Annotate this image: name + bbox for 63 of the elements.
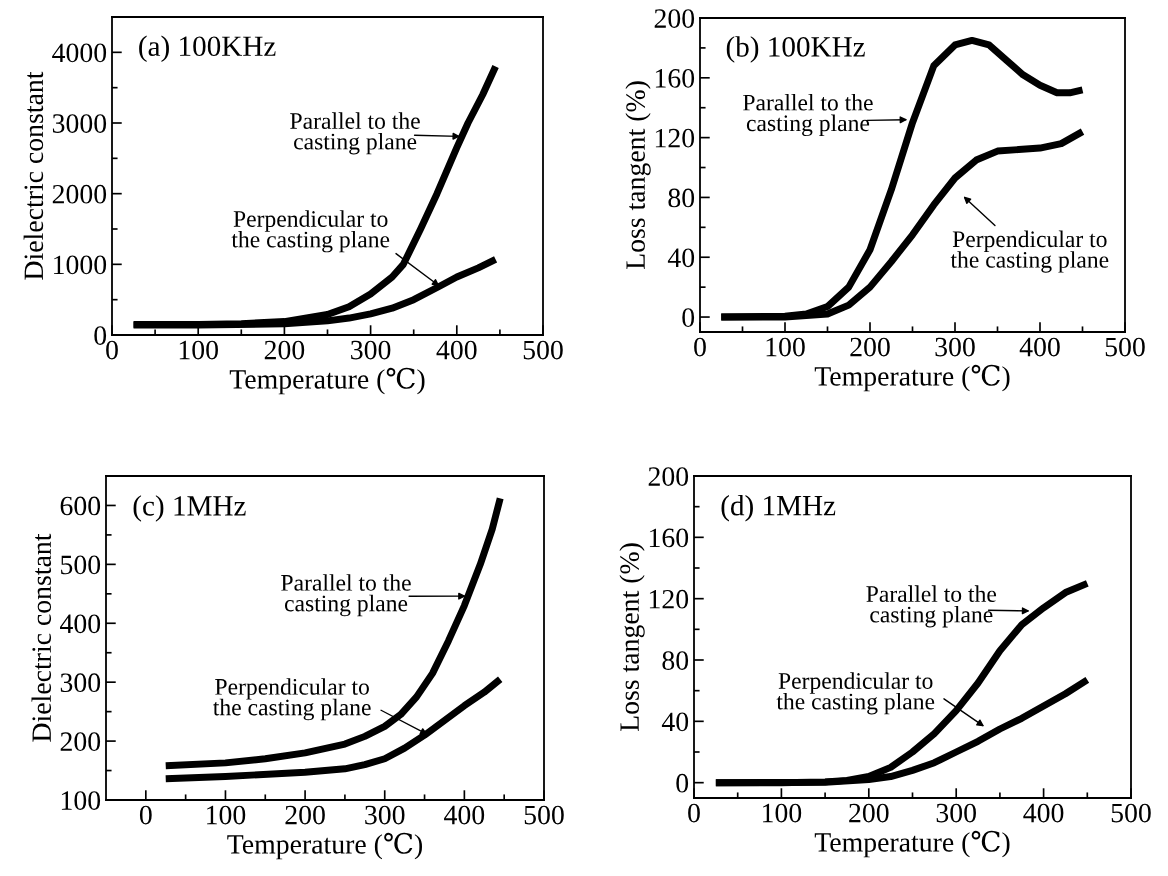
annotation: Parallel to the casting plane: [281, 574, 411, 617]
y-tick-label: 160: [655, 68, 695, 88]
text: (a) 100KHz: [139, 35, 276, 63]
text: (d) 1MHz: [721, 494, 836, 522]
x-tick-label: 100: [207, 805, 246, 825]
y-tick-label: 0: [676, 773, 689, 793]
x-tick-label: 200: [285, 805, 325, 825]
y-tick-label: 100: [61, 791, 101, 810]
x-tick-label: 500: [523, 340, 563, 360]
x-tick-label: 400: [436, 340, 477, 360]
x-tick-label: 0: [139, 805, 152, 825]
y-tick-label: 200: [648, 467, 689, 486]
x-tick-label: 100: [763, 803, 802, 823]
y-tick-label: 120: [655, 128, 695, 148]
y-tick-label: 600: [60, 496, 101, 516]
x-axis-title: Temperature (℃): [814, 364, 1010, 392]
annotation: Parallel to the casting plane: [866, 585, 997, 628]
y-tick-label: 4000: [52, 43, 107, 63]
x-tick-label: 300: [935, 337, 975, 357]
y-tick-label: 80: [662, 651, 689, 670]
x-axis-title: Temperature (℃): [814, 830, 1010, 858]
annotation: Perpendicular to the casting plane: [776, 672, 935, 715]
y-tick-label: 160: [649, 528, 689, 548]
annotation: Parallel to the casting plane: [743, 93, 873, 137]
y-tick-label: 40: [667, 248, 695, 268]
y-tick-label: 500: [61, 555, 101, 575]
text: (b) 100KHz: [726, 36, 865, 63]
y-axis-title: Dielectric constant: [23, 71, 44, 280]
x-tick-label: 200: [850, 337, 890, 357]
x-tick-label: 300: [365, 805, 405, 825]
y-tick-label: 200: [60, 732, 101, 751]
x-axis-title: Temperature (℃): [229, 367, 425, 395]
annotation: Perpendicular to the casting plane: [950, 230, 1109, 273]
x-tick-label: 300: [936, 803, 976, 823]
text: (c) 1MHz: [133, 495, 246, 522]
x-axis-title: Temperature (℃): [227, 832, 423, 860]
annotation: Parallel to the casting plane: [290, 112, 420, 155]
y-axis-title: Loss tangent (%): [619, 543, 645, 732]
y-tick-label: 120: [649, 589, 689, 609]
y-tick-label: 1000: [54, 255, 107, 275]
y-tick-label: 0: [682, 308, 695, 327]
x-tick-label: 500: [524, 805, 564, 825]
x-tick-label: 200: [849, 803, 889, 823]
y-tick-label: 40: [661, 712, 689, 732]
x-tick-label: 200: [264, 340, 305, 360]
y-tick-label: 200: [654, 9, 695, 28]
y-tick-label: 300: [60, 673, 101, 693]
y-axis-title: Dielectric constant: [31, 533, 52, 742]
y-tick-label: 2000: [52, 184, 107, 204]
x-tick-label: 100: [179, 340, 218, 360]
y-tick-label: 3000: [52, 114, 107, 133]
y-axis-title: Loss tangent (%): [625, 81, 651, 270]
x-tick-label: 500: [1105, 337, 1145, 357]
x-tick-label: 400: [1019, 337, 1060, 357]
x-tick-label: 400: [444, 805, 485, 825]
y-tick-label: 80: [668, 188, 695, 208]
x-tick-label: 500: [1111, 803, 1151, 823]
x-tick-label: 300: [351, 340, 391, 360]
annotation: Perpendicular to the casting plane: [231, 210, 390, 253]
annotation: Perpendicular to the casting plane: [213, 678, 371, 721]
x-tick-label: 400: [1023, 803, 1064, 823]
y-tick-label: 400: [60, 614, 101, 634]
x-tick-label: 100: [766, 337, 805, 357]
